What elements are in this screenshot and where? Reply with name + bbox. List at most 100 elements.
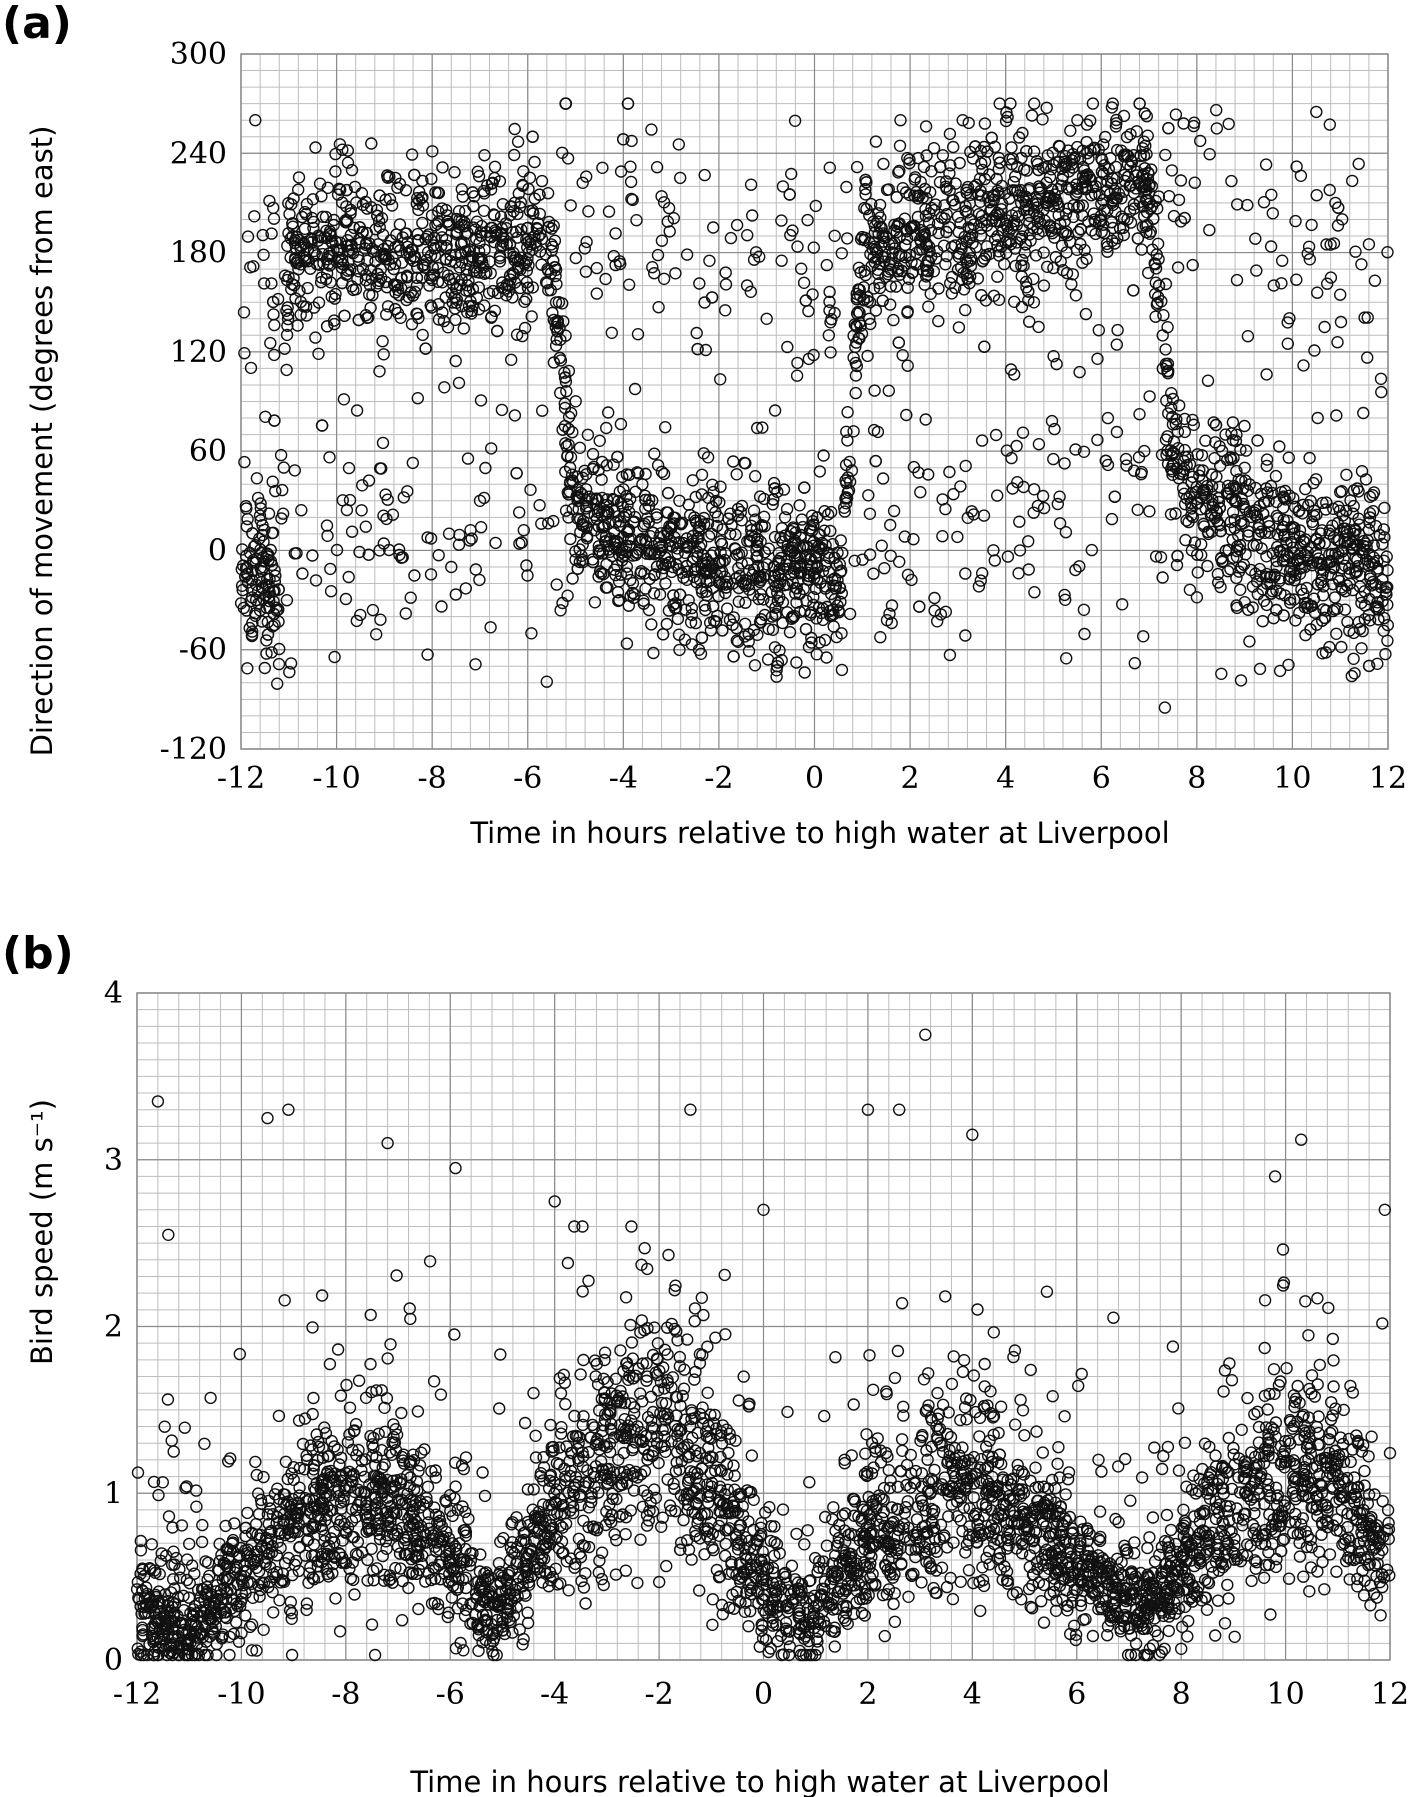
data-point <box>1053 517 1067 530</box>
data-point <box>629 548 642 562</box>
data-point <box>853 316 866 329</box>
data-point <box>848 554 861 567</box>
data-point <box>920 270 933 283</box>
data-point <box>1138 162 1152 175</box>
data-point <box>812 601 826 614</box>
data-point <box>523 204 537 218</box>
data-point <box>1382 1523 1396 1536</box>
data-point <box>1349 566 1362 580</box>
data-point <box>280 273 294 287</box>
data-point <box>320 224 333 238</box>
data-point <box>1282 658 1295 671</box>
data-point <box>1178 412 1191 426</box>
data-point <box>769 601 782 614</box>
data-point <box>1159 277 1173 291</box>
data-point <box>719 278 733 291</box>
data-point <box>380 308 393 321</box>
data-point <box>284 232 297 245</box>
data-point <box>596 161 609 175</box>
data-point <box>678 633 692 646</box>
data-point <box>1106 194 1120 207</box>
data-point <box>428 242 441 255</box>
data-point <box>469 563 482 576</box>
data-point <box>316 247 329 261</box>
data-point <box>1087 207 1101 220</box>
data-point <box>947 1350 960 1363</box>
data-point <box>293 1481 306 1494</box>
data-point <box>471 165 484 178</box>
data-point <box>353 236 367 250</box>
data-point <box>1032 163 1045 177</box>
data-point <box>1309 473 1323 486</box>
data-point <box>964 231 977 244</box>
data-point <box>1106 221 1120 235</box>
data-point <box>1110 117 1123 130</box>
data-point <box>911 189 924 203</box>
data-point <box>795 566 808 579</box>
data-point <box>496 197 510 211</box>
data-point <box>1299 482 1312 496</box>
data-point <box>834 566 847 579</box>
data-point <box>528 155 541 169</box>
data-point <box>272 657 286 671</box>
data-point <box>247 554 260 567</box>
data-point <box>1109 160 1123 174</box>
data-point <box>580 170 593 183</box>
data-point <box>767 476 781 490</box>
data-point <box>979 248 993 262</box>
data-point <box>750 544 763 557</box>
data-point <box>1120 459 1133 472</box>
data-point <box>1334 315 1348 329</box>
data-point <box>1050 156 1063 169</box>
data-point <box>474 394 488 407</box>
data-point <box>614 165 628 178</box>
data-point <box>1027 97 1041 110</box>
data-point <box>432 214 445 228</box>
data-point <box>408 168 421 182</box>
data-point <box>893 164 906 178</box>
data-point <box>494 1348 507 1361</box>
data-point <box>1001 550 1015 563</box>
data-point <box>962 272 975 285</box>
data-point <box>952 247 966 260</box>
data-point <box>1178 425 1192 439</box>
data-point <box>1008 1344 1022 1357</box>
data-point <box>562 422 575 436</box>
data-point <box>284 657 298 670</box>
data-point <box>446 296 459 309</box>
data-point <box>1162 189 1176 203</box>
data-point <box>1226 416 1240 429</box>
data-point <box>855 1606 869 1620</box>
panel-a-y-axis-title: Direction of movement (degrees from east… <box>25 126 59 757</box>
data-point <box>1051 197 1064 210</box>
data-point <box>1194 503 1207 516</box>
data-point <box>397 491 410 504</box>
data-point <box>626 193 639 207</box>
data-point <box>467 264 481 278</box>
data-point <box>1282 451 1296 464</box>
data-point <box>359 274 372 287</box>
data-point <box>1352 512 1365 525</box>
data-point <box>1378 531 1391 544</box>
data-point <box>697 447 710 460</box>
data-point <box>864 1513 877 1526</box>
data-point <box>1022 315 1036 328</box>
data-point <box>401 485 414 498</box>
data-point <box>695 538 708 551</box>
data-point <box>1211 567 1225 581</box>
data-point <box>907 533 920 546</box>
data-point <box>867 282 881 295</box>
data-point <box>875 539 888 552</box>
data-point <box>975 157 988 170</box>
data-point <box>518 295 531 308</box>
data-point <box>770 664 783 677</box>
data-point <box>488 304 502 317</box>
data-point <box>970 178 983 192</box>
data-point <box>1186 258 1199 272</box>
data-point <box>1004 237 1017 251</box>
data-point <box>1149 262 1163 275</box>
data-point <box>702 530 716 543</box>
data-point <box>709 615 723 629</box>
data-point <box>989 428 1003 442</box>
data-point <box>370 628 383 641</box>
